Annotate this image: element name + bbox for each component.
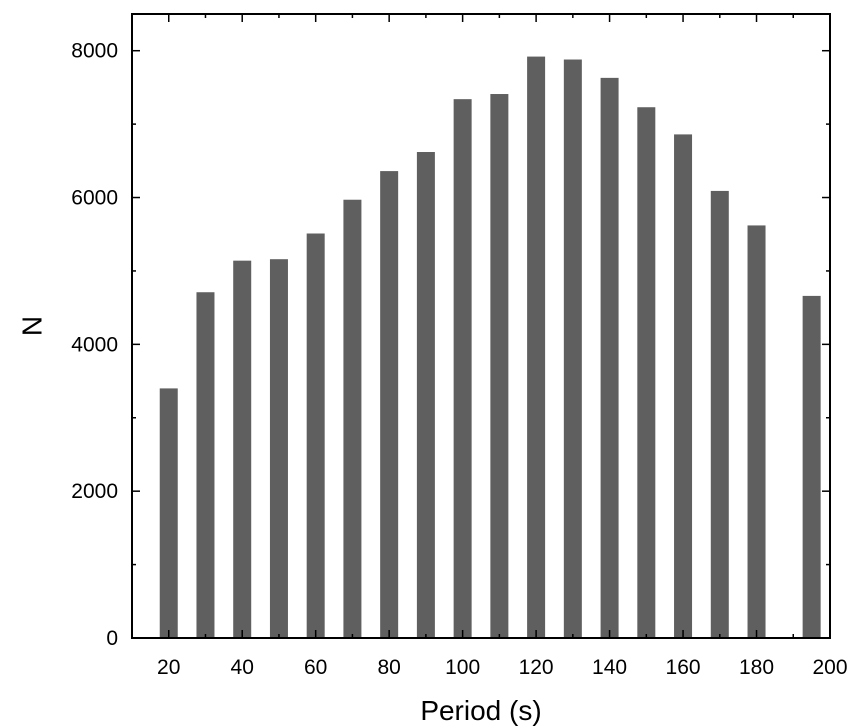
y-tick-label: 2000 [71,480,118,503]
x-tick-label: 180 [739,656,774,679]
y-tick-label: 6000 [71,187,118,210]
x-tick-label: 80 [377,656,400,679]
x-tick-label: 40 [231,656,254,679]
ticks-layer [132,14,831,639]
bar-70 [343,199,362,639]
bar-50 [269,259,288,638]
bar-120 [527,56,546,638]
bar-20 [159,388,178,638]
bar-160 [674,134,693,638]
x-tick-label: 20 [157,656,180,679]
bar-180 [747,225,766,638]
tick-labels-layer: 20 40 60 80 100 120 140 160 180 20002000400060008… [71,40,847,679]
bar-170 [710,190,729,639]
bar-30 [196,292,215,638]
bar-110 [490,94,509,638]
bar-150 [637,107,656,639]
bar-40 [233,260,252,638]
x-tick-label: 60 [304,656,327,679]
x-tick-label: 100 [445,656,480,679]
bars-layer [159,56,821,639]
y-tick-label: 0 [106,627,118,650]
x-tick-label: 160 [666,656,701,679]
bar-80 [380,171,399,638]
x-tick-label: 120 [519,656,554,679]
bar-90 [416,152,435,638]
y-tick-label: 4000 [71,333,118,356]
bar-100 [453,99,472,638]
bar-130 [563,59,582,638]
plot-frame [131,13,831,639]
y-axis-title: N [16,316,47,336]
bar-140 [600,77,619,639]
y-tick-label: 8000 [71,40,118,63]
x-axis-title: Period (s) [420,695,541,726]
x-tick-label: 140 [592,656,627,679]
x-tick-label: 200 [812,656,847,679]
bar-195 [802,295,821,638]
bar-60 [306,233,325,638]
